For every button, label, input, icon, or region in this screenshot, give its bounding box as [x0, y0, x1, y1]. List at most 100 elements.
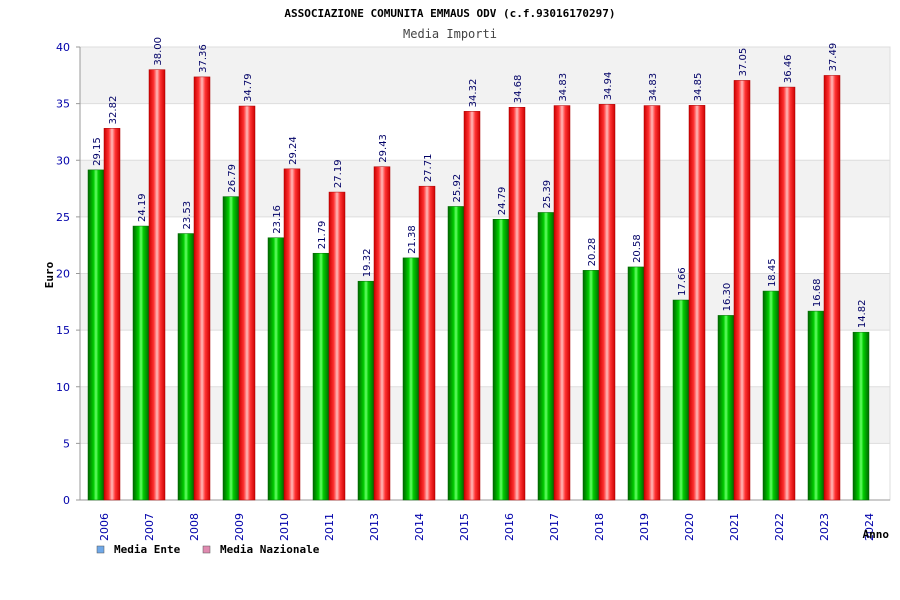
bar-media-nazionale-2013 — [373, 166, 391, 501]
bar-media-ente-2011 — [312, 252, 330, 501]
bar-media-nazionale-2009 — [238, 105, 256, 501]
bar-media-nazionale-2006 — [103, 128, 121, 501]
bar-media-nazionale-2007 — [148, 69, 166, 501]
plot-band — [80, 103, 890, 161]
value-label: 34.32 — [468, 79, 479, 108]
bar-media-nazionale-2015 — [463, 111, 481, 501]
value-label: 20.28 — [587, 238, 598, 267]
y-axis-ticks: 0 5 10 15 20 25 30 35 40 — [56, 41, 80, 507]
bar-media-ente-2017 — [537, 212, 555, 501]
legend-label-media-nazionale: Media Nazionale — [220, 543, 320, 556]
legend-swatch-media-nazionale — [202, 545, 211, 554]
bar-media-nazionale-2018 — [598, 104, 616, 501]
bar-media-ente-2006 — [87, 169, 105, 501]
x-tick-label: 2010 — [278, 513, 291, 541]
value-label: 29.43 — [378, 134, 389, 163]
value-label: 16.30 — [722, 283, 733, 312]
bar-media-ente-2018 — [582, 270, 600, 501]
value-label: 25.39 — [542, 180, 553, 209]
bar-media-ente-2007 — [132, 225, 150, 501]
value-label: 32.82 — [108, 96, 119, 125]
value-label: 24.79 — [497, 187, 508, 216]
value-label: 34.94 — [603, 72, 614, 101]
bar-media-nazionale-2008 — [193, 76, 211, 501]
legend-swatch-media-ente — [96, 545, 105, 554]
value-label: 14.82 — [857, 300, 868, 329]
x-axis-ticks: 2006 2007 2008 2009 2010 2011 2013 2014 2015 2016… — [98, 513, 876, 541]
value-label: 23.16 — [272, 205, 283, 234]
bar-media-ente-2016 — [492, 219, 510, 501]
y-tick-label: 35 — [56, 98, 70, 111]
bar-media-nazionale-2014 — [418, 185, 436, 501]
legend: Media Ente Media Nazionale — [96, 543, 320, 556]
bar-media-nazionale-2011 — [328, 191, 346, 501]
x-axis-label: Anno — [863, 528, 890, 541]
bar-media-nazionale-2020 — [688, 105, 706, 501]
value-labels: 29.15 32.82 24.19 38.00 23.53 37.36 26.79 34.79… — [92, 37, 868, 328]
value-label: 21.79 — [317, 221, 328, 250]
x-tick-label: 2013 — [368, 513, 381, 541]
value-label: 16.68 — [812, 278, 823, 307]
x-tick-label: 2022 — [773, 513, 786, 541]
chart-title: ASSOCIAZIONE COMUNITA EMMAUS ODV (c.f.93… — [284, 7, 615, 20]
value-label: 37.05 — [738, 48, 749, 77]
x-tick-label: 2011 — [323, 513, 336, 541]
y-tick-label: 0 — [63, 494, 70, 507]
plot-band — [80, 47, 890, 104]
bar-media-ente-2024 — [852, 331, 870, 501]
value-label: 23.53 — [182, 201, 193, 230]
y-tick-label: 10 — [56, 381, 70, 394]
y-tick-label: 5 — [63, 437, 70, 450]
value-label: 38.00 — [153, 37, 164, 66]
bar-media-nazionale-2010 — [283, 168, 301, 501]
value-label: 25.92 — [452, 174, 463, 203]
bar-media-ente-2013 — [357, 280, 375, 501]
bars-group — [87, 69, 870, 501]
bar-media-nazionale-2023 — [823, 75, 841, 501]
value-label: 29.15 — [92, 137, 103, 166]
bar-media-ente-2015 — [447, 206, 465, 501]
bar-media-ente-2014 — [402, 257, 420, 501]
plot-band — [80, 216, 890, 274]
legend-label-media-ente: Media Ente — [114, 543, 181, 556]
value-label: 21.38 — [407, 225, 418, 254]
x-tick-label: 2007 — [143, 513, 156, 541]
plot-background — [79, 46, 891, 501]
bar-media-ente-2021 — [717, 315, 735, 501]
x-tick-label: 2016 — [503, 513, 516, 541]
value-label: 36.46 — [783, 54, 794, 83]
x-tick-label: 2014 — [413, 513, 426, 541]
y-tick-label: 15 — [56, 324, 70, 337]
value-label: 34.68 — [513, 75, 524, 104]
bar-media-nazionale-2021 — [733, 80, 751, 501]
bar-media-ente-2019 — [627, 266, 645, 501]
x-tick-label: 2021 — [728, 513, 741, 541]
y-tick-label: 25 — [56, 211, 70, 224]
value-label: 34.83 — [648, 73, 659, 102]
x-tick-label: 2018 — [593, 513, 606, 541]
x-tick-label: 2019 — [638, 513, 651, 541]
value-label: 24.19 — [137, 193, 148, 222]
x-tick-label: 2006 — [98, 513, 111, 541]
value-label: 27.71 — [423, 154, 434, 183]
value-label: 17.66 — [677, 267, 688, 296]
bar-media-nazionale-2017 — [553, 105, 571, 501]
value-label: 19.32 — [362, 249, 373, 278]
value-label: 37.36 — [198, 44, 209, 73]
bar-media-ente-2009 — [222, 196, 240, 501]
bar-media-ente-2020 — [672, 299, 690, 501]
x-tick-label: 2017 — [548, 513, 561, 541]
value-label: 34.83 — [558, 73, 569, 102]
bar-media-ente-2023 — [807, 310, 825, 501]
x-tick-label: 2008 — [188, 513, 201, 541]
value-label: 37.49 — [828, 43, 839, 72]
value-label: 27.19 — [333, 159, 344, 188]
value-label: 29.24 — [288, 136, 299, 165]
bar-media-nazionale-2022 — [778, 86, 796, 501]
x-tick-label: 2024 — [863, 513, 876, 541]
x-tick-label: 2009 — [233, 513, 246, 541]
value-label: 34.85 — [693, 73, 704, 102]
chart-subtitle: Media Importi — [403, 27, 497, 41]
bar-media-nazionale-2016 — [508, 106, 526, 501]
